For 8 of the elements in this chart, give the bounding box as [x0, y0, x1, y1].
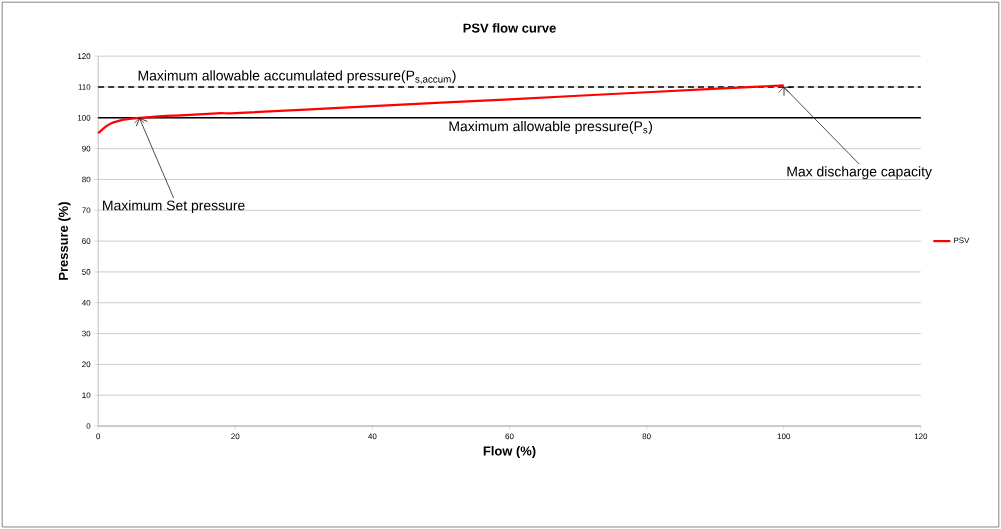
chart-title: PSV flow curve — [463, 23, 556, 33]
y-axis-title: Pressure (%) — [58, 202, 71, 280]
annotation: Max discharge capacity — [787, 166, 932, 180]
annotation: Maximum Set pressure — [103, 200, 245, 214]
ref-line-label: Maximum allowable accumulated pressure(P$_{s,accum}$) — [138, 70, 456, 84]
line-series — [97, 84, 785, 135]
x-axis-title: Flow (%) — [483, 445, 536, 458]
ref-line-label: Maximum allowable pressure(P$_{s}$) — [449, 120, 653, 134]
